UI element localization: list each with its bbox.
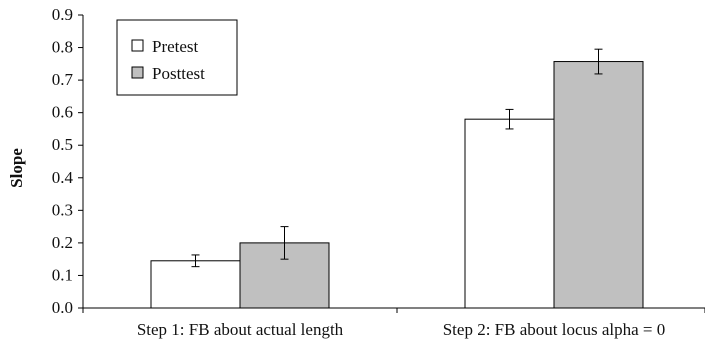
legend-swatch-posttest — [131, 66, 144, 79]
y-axis-label: Slope — [7, 148, 26, 188]
legend-box — [116, 19, 238, 96]
plot-marks: 0.0 0.1 0.2 0.3 0.4 0.5 0.6 0.7 0.8 0.9 Step 1: FB… — [52, 5, 705, 339]
y-tick-label: 0.0 — [52, 298, 73, 317]
y-tick-label: 0.3 — [52, 200, 73, 219]
y-tick-label: 0.2 — [52, 233, 73, 252]
y-tick-label: 0.9 — [52, 5, 73, 24]
y-tick-label: 0.8 — [52, 38, 73, 57]
x-category-label: Step 1: FB about actual length — [137, 320, 344, 339]
bar-posttest-2 — [553, 61, 644, 309]
y-tick-label: 0.4 — [52, 168, 74, 187]
bar-pretest-2 — [464, 118, 555, 309]
legend-swatch-pretest — [131, 39, 144, 52]
y-tick-label: 0.5 — [52, 135, 73, 154]
x-category-label: Step 2: FB about locus alpha = 0 — [443, 320, 666, 339]
y-tick-label: 0.1 — [52, 265, 73, 284]
bar-pretest-1 — [150, 260, 241, 309]
legend-label-posttest: Posttest — [152, 64, 205, 83]
y-tick-label: 0.7 — [52, 70, 74, 89]
legend: Pretest Posttest — [116, 19, 238, 96]
y-tick-label: 0.6 — [52, 103, 73, 122]
legend-label-pretest: Pretest — [152, 37, 199, 56]
